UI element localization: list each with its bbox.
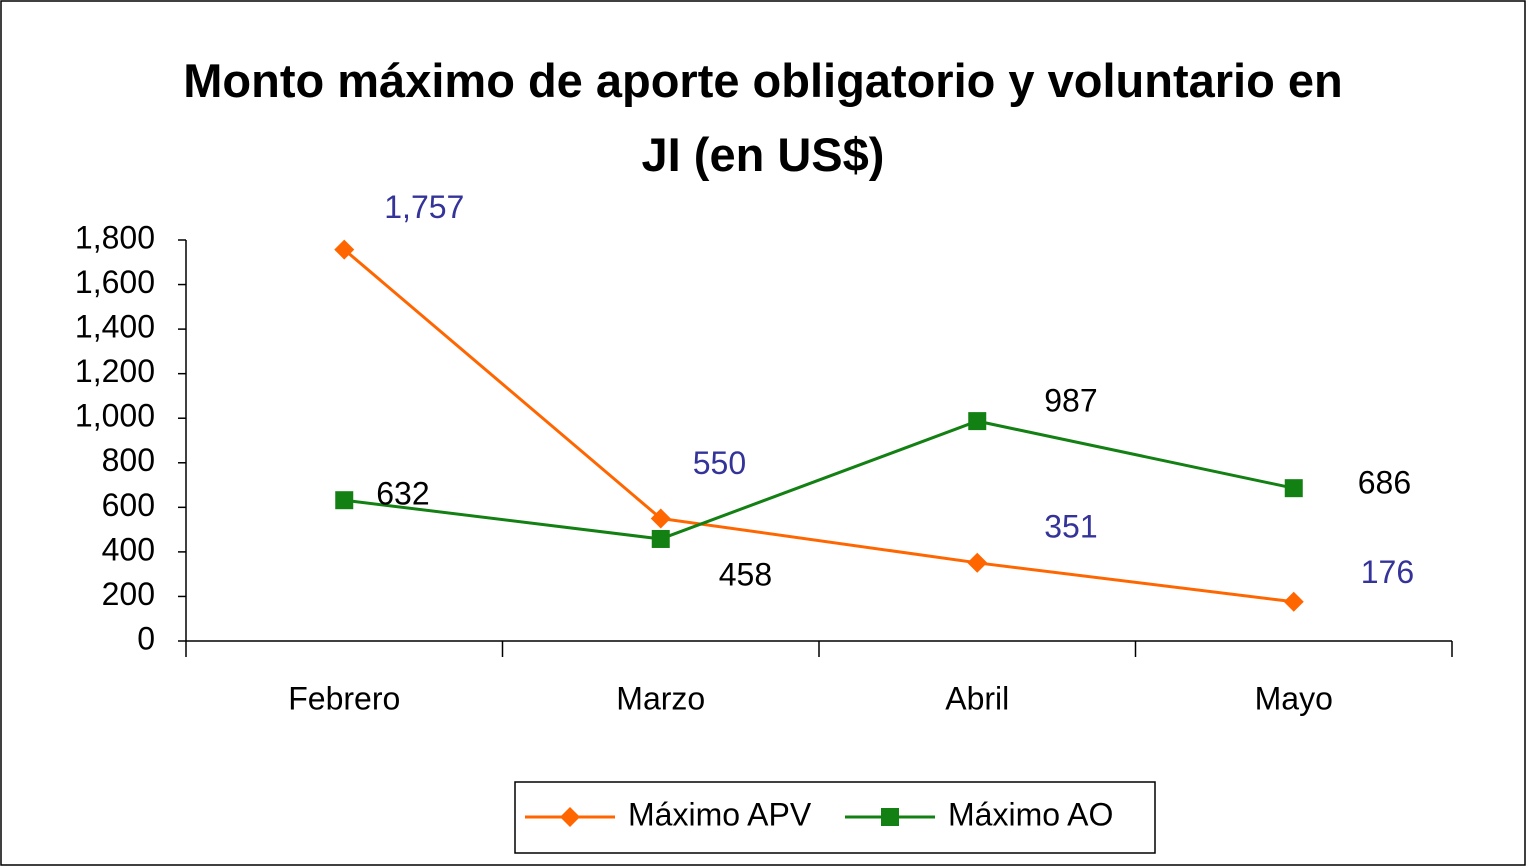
series-line: [344, 419, 1295, 541]
y-tick-label: 0: [137, 620, 155, 656]
data-label: 176: [1361, 554, 1414, 590]
point-marker: [650, 508, 671, 529]
point-marker: [1283, 591, 1304, 612]
y-tick-label: 1,800: [75, 219, 155, 255]
y-tick-label: 600: [102, 487, 155, 523]
data-label: 1,757: [384, 189, 464, 225]
legend-label: Máximo AO: [948, 796, 1113, 832]
x-tick-label: Abril: [945, 680, 1009, 716]
data-label: 351: [1044, 508, 1097, 544]
point-marker: [334, 239, 355, 260]
x-tick-label: Febrero: [288, 680, 400, 716]
data-label: 550: [693, 445, 746, 481]
y-tick-label: 400: [102, 531, 155, 567]
point-marker: [651, 529, 670, 548]
y-tick-label: 1,200: [75, 353, 155, 389]
y-tick-label: 200: [102, 576, 155, 612]
legend-marker: [881, 808, 899, 826]
point-marker: [1284, 479, 1303, 498]
x-tick-label: Marzo: [616, 680, 705, 716]
y-tick-label: 1,600: [75, 264, 155, 300]
legend-marker: [560, 807, 580, 827]
y-tick-label: 1,000: [75, 398, 155, 434]
y-tick-label: 1,400: [75, 309, 155, 345]
y-tick-label: 800: [102, 442, 155, 478]
data-label: 458: [719, 556, 772, 592]
legend-label: Máximo APV: [628, 796, 812, 832]
data-label: 632: [376, 476, 429, 512]
point-marker: [967, 552, 988, 573]
x-tick-label: Mayo: [1255, 680, 1333, 716]
series-line: [343, 248, 1294, 604]
data-label: 686: [1358, 465, 1411, 501]
chart-title: Monto máximo de aporte obligatorio y vol…: [183, 54, 1343, 181]
point-marker: [335, 491, 354, 510]
point-marker: [968, 412, 987, 431]
legend-box: [514, 781, 1156, 854]
data-label: 987: [1044, 383, 1097, 419]
